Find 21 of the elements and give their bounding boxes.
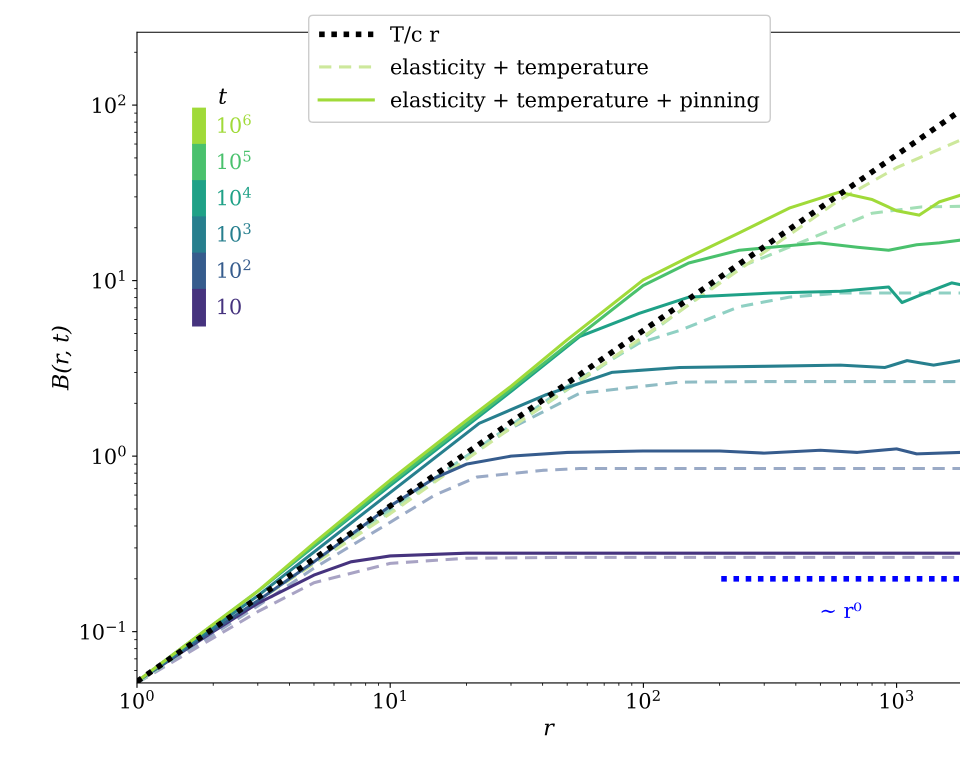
x-tick-label: 10$^{3}$ <box>880 690 914 709</box>
x-axis-title: r <box>544 723 555 736</box>
y-tick-label: 10$^{1}$ <box>93 270 125 289</box>
legend-label: T/c r <box>390 26 440 44</box>
annotation: elasticity + temperature + pinning <box>391 91 760 112</box>
legend-label: 10$^{3}$ <box>218 223 251 242</box>
x-tick-label: 10$^{0}$ <box>121 690 154 709</box>
x-tick-label: 10$^{1}$ <box>374 690 406 709</box>
y-tick-label: 10$^{2}$ <box>93 94 126 114</box>
legend-label: 10$^{2}$ <box>218 259 250 278</box>
annotation: ∼ r⁰ <box>822 602 862 618</box>
legend-label: 10$^{5}$ <box>218 150 251 170</box>
legend-title: t <box>219 88 228 104</box>
x-tick-label: 10$^{2}$ <box>628 690 660 709</box>
legend-label: elasticity + temperature <box>391 58 648 79</box>
y-tick-label: 10$^{0}$ <box>93 446 126 464</box>
legend-label: 10$^{6}$ <box>218 114 251 134</box>
y-axis-title: B(r, t) <box>51 326 72 390</box>
y-tick-label: 10$^{−1}$ <box>81 621 125 640</box>
legend-label: 10 <box>218 298 241 314</box>
legend-label: 10$^{4}$ <box>218 186 251 206</box>
